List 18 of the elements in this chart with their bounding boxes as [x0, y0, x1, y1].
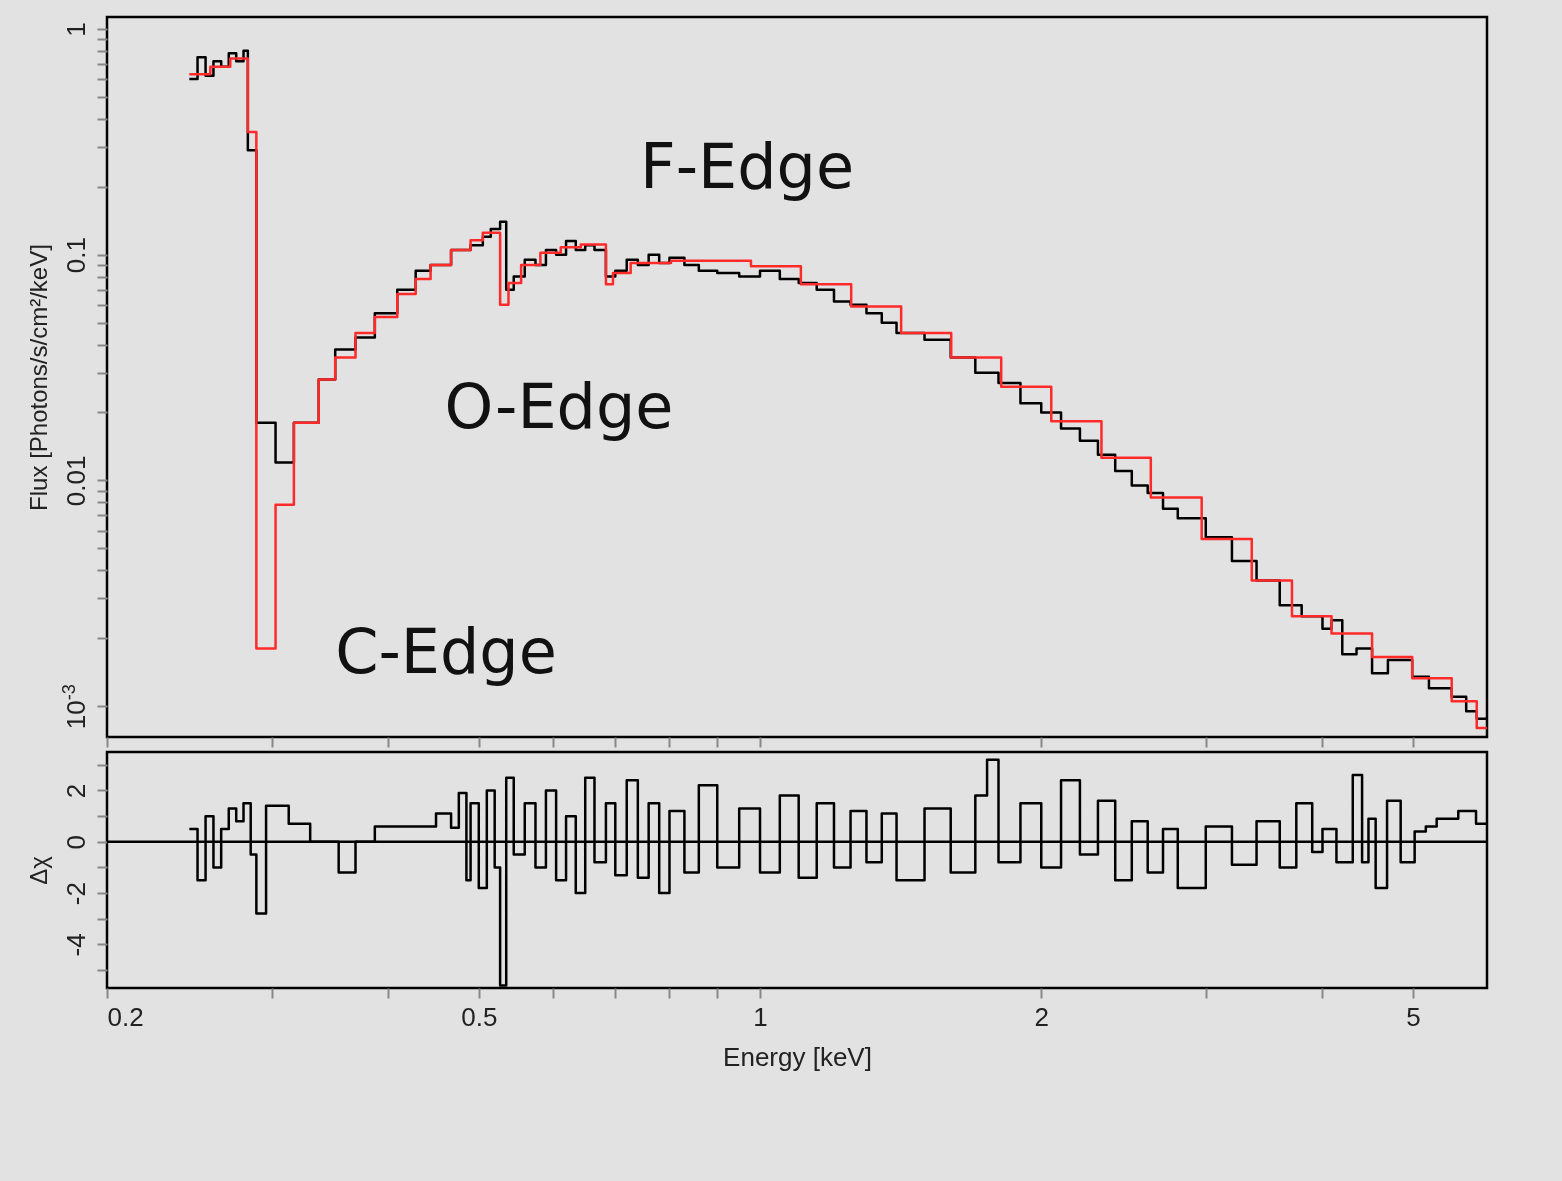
x-tick-label: 0.5 — [461, 1001, 498, 1032]
y-axis-title: Δχ — [24, 855, 52, 885]
annotation: F-Edge — [639, 130, 855, 203]
y-axis-title: Flux [Photons/s/cm²/keV] — [24, 244, 52, 511]
y-tick-label: 1 — [60, 22, 91, 37]
x-tick-label: 2 — [1034, 1001, 1049, 1032]
y-tick-label: 0 — [60, 835, 91, 850]
x-tick-label: 5 — [1406, 1001, 1421, 1032]
y-tick-label: 0.1 — [60, 237, 91, 274]
annotation: O-Edge — [444, 370, 674, 443]
x-axis-title: Energy [keV] — [723, 1041, 872, 1072]
x-tick-label: 1 — [753, 1001, 768, 1032]
y-tick-label: 2 — [60, 783, 91, 799]
y-tick-label: -2 — [60, 882, 91, 906]
y-tick-label: 0.01 — [60, 455, 91, 507]
x-tick-label: 0.2 — [107, 1001, 144, 1032]
y-tick-label: -4 — [60, 933, 91, 957]
annotation: C-Edge — [335, 615, 557, 688]
